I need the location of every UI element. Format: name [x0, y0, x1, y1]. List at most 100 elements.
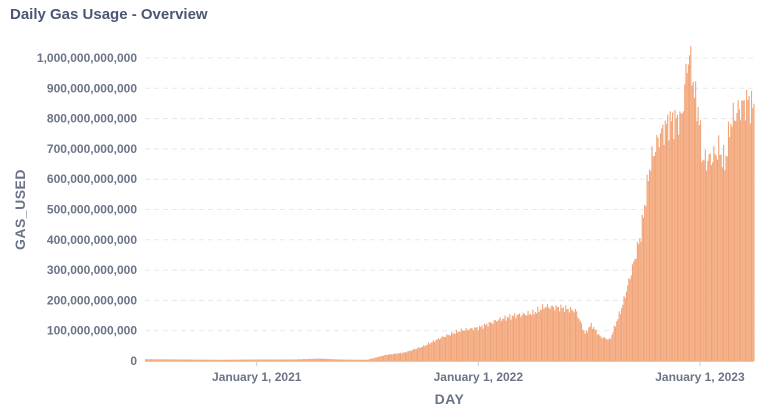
bar[interactable] [724, 170, 726, 361]
bar[interactable] [659, 133, 662, 361]
bar[interactable] [655, 152, 657, 361]
bar[interactable] [455, 329, 457, 361]
bar[interactable] [689, 55, 691, 361]
bar[interactable] [375, 357, 377, 361]
bar[interactable] [675, 118, 677, 361]
bar[interactable] [424, 346, 426, 361]
bar[interactable] [568, 312, 570, 361]
bar[interactable] [726, 156, 728, 361]
bar[interactable] [463, 330, 465, 361]
bar[interactable] [295, 359, 297, 361]
bar[interactable] [374, 357, 376, 361]
bar[interactable] [684, 84, 686, 361]
bar[interactable] [680, 113, 682, 361]
bar[interactable] [198, 359, 200, 361]
bar[interactable] [695, 81, 697, 362]
bar[interactable] [174, 359, 176, 361]
bar[interactable] [389, 354, 391, 361]
bar[interactable] [682, 111, 685, 362]
bar[interactable] [599, 335, 601, 361]
bar[interactable] [400, 352, 402, 361]
bar[interactable] [372, 358, 374, 361]
bar[interactable] [316, 358, 318, 361]
bar[interactable] [152, 359, 154, 361]
bar[interactable] [570, 306, 572, 361]
bar[interactable] [366, 359, 368, 361]
bar[interactable] [464, 330, 466, 361]
bar[interactable] [209, 359, 211, 361]
bar[interactable] [356, 359, 358, 361]
bar[interactable] [149, 359, 151, 361]
bar[interactable] [213, 359, 215, 361]
bar[interactable] [676, 114, 679, 362]
bar[interactable] [521, 315, 523, 361]
bar[interactable] [514, 313, 516, 361]
bar[interactable] [573, 312, 575, 361]
bar[interactable] [590, 322, 592, 361]
bar[interactable] [651, 146, 653, 361]
bar[interactable] [526, 315, 528, 361]
bar[interactable] [710, 165, 713, 361]
bar[interactable] [385, 354, 387, 361]
bar[interactable] [283, 359, 285, 361]
bar[interactable] [248, 359, 250, 361]
bar[interactable] [713, 146, 715, 361]
bar[interactable] [332, 359, 334, 361]
bar[interactable] [406, 352, 408, 361]
bar[interactable] [519, 313, 521, 361]
bar[interactable] [631, 264, 634, 361]
bar[interactable] [577, 317, 579, 361]
bar[interactable] [516, 314, 518, 361]
bar[interactable] [721, 167, 723, 361]
bar[interactable] [367, 359, 369, 361]
bar[interactable] [436, 339, 438, 361]
bar[interactable] [413, 349, 415, 361]
bar[interactable] [522, 312, 524, 361]
bar[interactable] [480, 326, 482, 361]
bar[interactable] [646, 174, 648, 361]
bar[interactable] [510, 319, 512, 361]
bar[interactable] [440, 338, 442, 361]
bar[interactable] [492, 323, 494, 361]
bar[interactable] [333, 359, 335, 361]
bar[interactable] [266, 359, 268, 361]
bar[interactable] [533, 314, 535, 361]
bar[interactable] [267, 359, 269, 361]
bar[interactable] [478, 325, 481, 361]
bar[interactable] [318, 358, 320, 361]
bar[interactable] [323, 358, 325, 361]
bar[interactable] [444, 337, 447, 361]
bar[interactable] [468, 330, 470, 361]
bar[interactable] [515, 318, 517, 361]
bar[interactable] [536, 313, 538, 361]
bar[interactable] [560, 304, 562, 361]
bar[interactable] [579, 320, 581, 361]
bar[interactable] [148, 359, 150, 361]
bar[interactable] [155, 359, 158, 361]
bar[interactable] [197, 359, 199, 361]
bar[interactable] [395, 353, 397, 361]
bar[interactable] [257, 359, 260, 361]
bar[interactable] [426, 344, 428, 361]
bar[interactable] [622, 304, 624, 361]
bar[interactable] [725, 155, 727, 361]
bar[interactable] [376, 357, 379, 361]
bar[interactable] [585, 330, 587, 361]
bar[interactable] [339, 359, 341, 361]
bar[interactable] [451, 331, 453, 361]
bar[interactable] [588, 327, 590, 361]
bar[interactable] [317, 358, 319, 361]
bar[interactable] [693, 97, 696, 362]
bar[interactable] [498, 319, 500, 361]
bar[interactable] [211, 359, 213, 361]
bar[interactable] [432, 340, 434, 361]
bar[interactable] [437, 338, 439, 361]
bar[interactable] [290, 359, 292, 361]
bar[interactable] [708, 154, 710, 361]
bar[interactable] [685, 63, 687, 361]
bar[interactable] [600, 336, 602, 361]
bar[interactable] [707, 160, 709, 361]
bar[interactable] [236, 359, 238, 361]
bar[interactable] [393, 353, 396, 361]
bar[interactable] [409, 350, 411, 361]
